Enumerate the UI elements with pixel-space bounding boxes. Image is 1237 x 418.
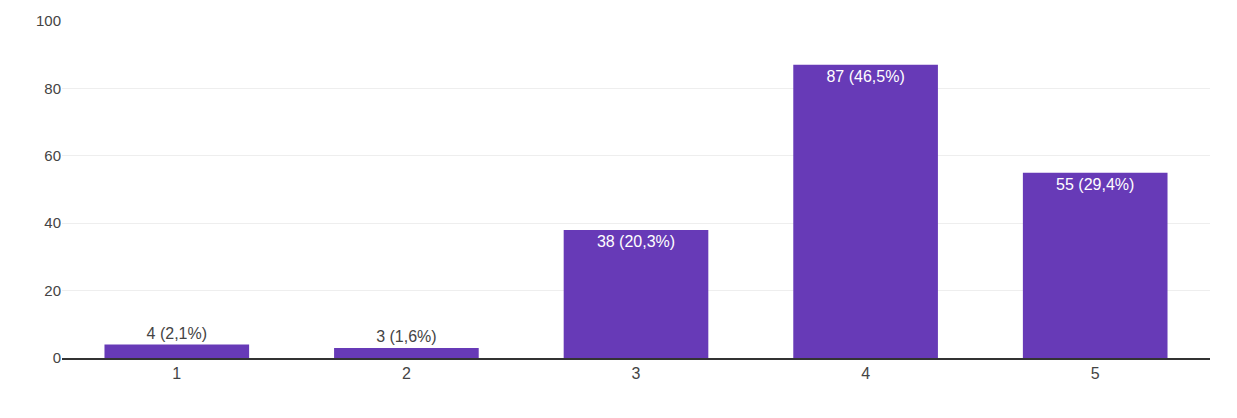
svg-text:4 (2,1%): 4 (2,1%) — [147, 325, 207, 342]
svg-text:4: 4 — [861, 365, 870, 382]
svg-text:60: 60 — [44, 147, 61, 164]
svg-text:55 (29,4%): 55 (29,4%) — [1056, 176, 1134, 193]
svg-text:38 (20,3%): 38 (20,3%) — [597, 233, 675, 250]
svg-text:87 (46,5%): 87 (46,5%) — [826, 68, 904, 85]
svg-text:0: 0 — [53, 349, 61, 366]
svg-text:2: 2 — [402, 365, 411, 382]
svg-text:3 (1,6%): 3 (1,6%) — [376, 328, 436, 345]
svg-text:40: 40 — [44, 214, 61, 231]
svg-text:20: 20 — [44, 282, 61, 299]
svg-text:80: 80 — [44, 80, 61, 97]
svg-text:100: 100 — [36, 12, 61, 29]
svg-text:1: 1 — [172, 365, 181, 382]
svg-text:3: 3 — [632, 365, 641, 382]
svg-text:5: 5 — [1091, 365, 1100, 382]
